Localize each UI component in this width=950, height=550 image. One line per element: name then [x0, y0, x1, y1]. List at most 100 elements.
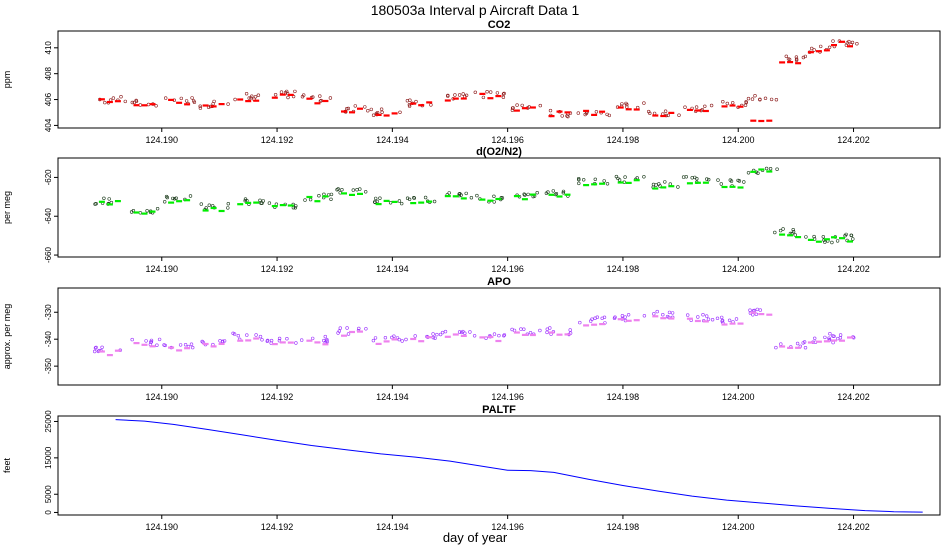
data-point: [696, 315, 700, 319]
data-point: [189, 342, 194, 346]
data-point: [838, 333, 843, 337]
data-point: [538, 103, 542, 108]
data-point: [453, 93, 457, 97]
data-point: [774, 97, 779, 102]
data-point: [164, 96, 168, 100]
data-layer: [92, 307, 856, 357]
data-point: [259, 201, 263, 205]
data-point: [285, 337, 289, 341]
data-point: [269, 338, 274, 343]
data-point: [183, 343, 188, 347]
data-point: [683, 105, 687, 109]
data-point: [481, 95, 486, 100]
data-point: [642, 101, 646, 105]
data-point: [561, 189, 566, 194]
data-point: [254, 333, 258, 337]
data-point: [253, 95, 258, 99]
data-point: [468, 330, 472, 334]
y-axis-label: approx. per meg: [2, 304, 12, 370]
data-point: [710, 318, 715, 322]
data-point: [676, 185, 680, 189]
data-point: [746, 96, 751, 101]
data-point: [769, 97, 774, 102]
data-point: [502, 334, 506, 338]
data-point: [218, 339, 222, 343]
data-point: [492, 200, 496, 204]
data-point: [716, 178, 720, 182]
data-point: [155, 207, 160, 211]
data-point: [545, 327, 549, 331]
data-point: [265, 339, 269, 343]
data-point: [92, 349, 97, 354]
data-point: [602, 315, 607, 319]
data-point: [835, 239, 840, 243]
data-point: [245, 333, 249, 337]
data-point: [440, 330, 445, 335]
data-point: [831, 334, 835, 338]
data-point: [433, 336, 437, 340]
data-point: [668, 182, 672, 186]
x-tick-label: 124.190: [145, 264, 178, 274]
data-point: [652, 312, 656, 316]
data-point: [794, 58, 799, 62]
data-point: [510, 108, 515, 112]
data-point: [323, 334, 327, 339]
chart-panel-2: APO approx. per meg 124.190 124.192 124.194 1…: [2, 276, 941, 402]
data-point: [336, 187, 340, 191]
panel-title: APO: [487, 276, 511, 288]
chart-panel-1: d(O2/N2) per meg 124.190 124.192 124.194 124.…: [2, 146, 941, 274]
data-point: [786, 57, 791, 61]
data-point: [165, 195, 170, 200]
data-point: [495, 91, 500, 95]
data-point: [791, 228, 795, 232]
data-point: [623, 175, 627, 179]
data-point: [793, 233, 797, 237]
data-point: [828, 332, 832, 336]
data-point: [353, 104, 357, 108]
data-point: [489, 90, 493, 94]
data-point: [446, 94, 450, 98]
data-point: [303, 198, 307, 202]
data-point: [502, 91, 506, 96]
data-point: [371, 338, 376, 343]
data-point: [528, 331, 533, 335]
data-point: [803, 54, 807, 59]
data-point: [226, 102, 230, 106]
panel-title: CO2: [488, 19, 511, 31]
data-point: [663, 180, 667, 184]
data-point: [666, 113, 670, 118]
data-point: [775, 167, 779, 171]
data-point: [844, 232, 848, 237]
data-point: [300, 94, 305, 99]
data-layer: [98, 39, 859, 123]
data-point: [431, 332, 435, 336]
x-tick-label: 124.200: [722, 135, 755, 145]
data-point: [594, 110, 599, 114]
data-point: [244, 91, 249, 96]
data-point: [273, 92, 278, 97]
data-point: [730, 101, 735, 105]
data-point: [646, 109, 651, 114]
x-tick-label: 124.192: [261, 264, 294, 274]
data-point: [184, 99, 189, 103]
data-point: [836, 336, 840, 341]
data-point: [267, 201, 272, 205]
data-point: [397, 199, 402, 203]
data-point: [703, 104, 707, 109]
data-point: [576, 111, 580, 115]
data-point: [560, 114, 564, 118]
data-point: [694, 105, 699, 109]
data-point: [200, 339, 204, 344]
data-point: [231, 331, 235, 335]
data-point: [340, 188, 344, 192]
data-point: [408, 98, 412, 102]
chart-panel-3: PALTF feet 124.190 124.192 124.194 124.196 124…: [2, 404, 941, 532]
data-point: [322, 338, 326, 343]
data-point: [374, 196, 378, 201]
data-point: [94, 345, 98, 350]
y-tick-label: 410: [44, 41, 53, 55]
data-point: [845, 41, 849, 45]
data-point: [190, 96, 194, 100]
x-tick-label: 124.194: [376, 135, 409, 145]
